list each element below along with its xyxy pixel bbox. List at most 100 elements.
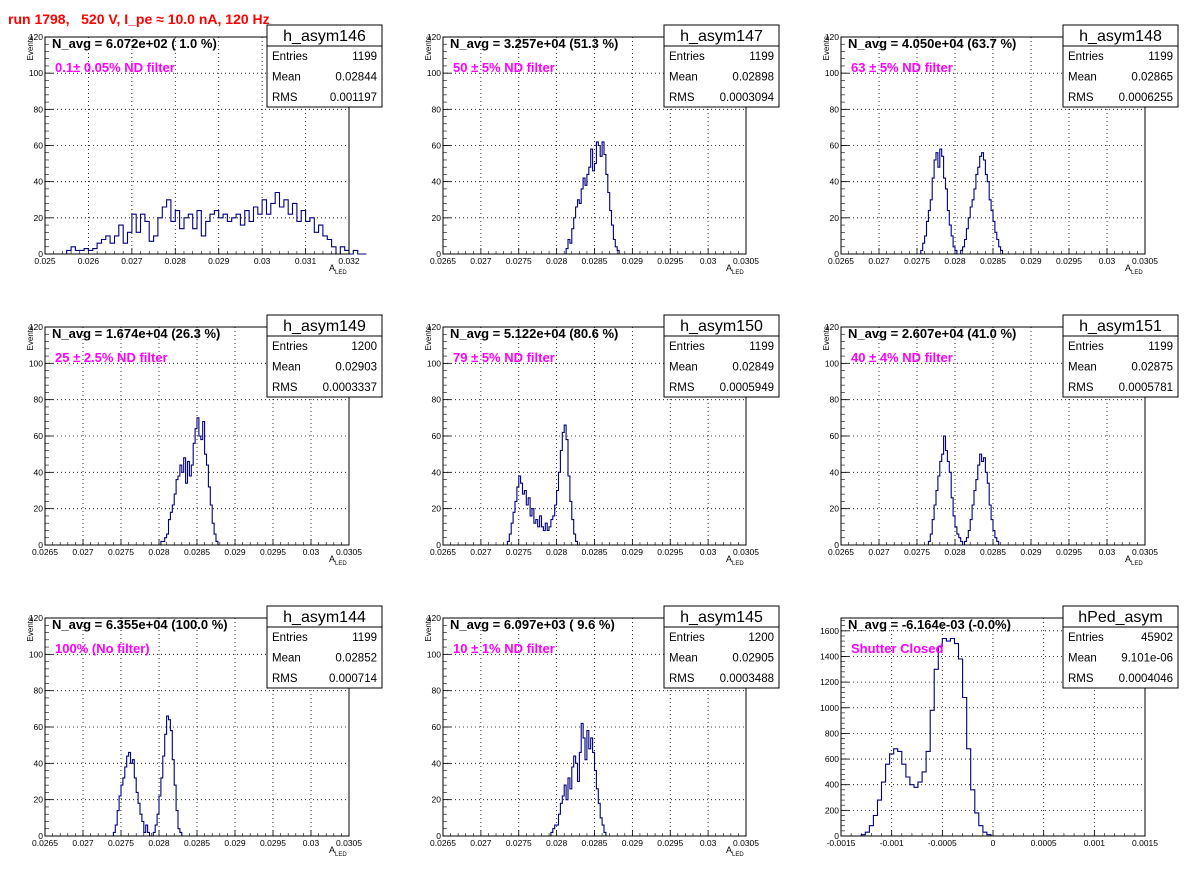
histogram-bars <box>506 424 580 546</box>
histogram-pad-h_asym144: 0.0265 0.027 0.0275 0.028 0.0285 0.029 0.0295 0… <box>26 605 383 858</box>
y-tick-label: 0 <box>38 540 43 550</box>
x-tick-label: 0.0285 <box>582 256 608 266</box>
y-tick-label: 40 <box>34 177 44 187</box>
x-tick-label: 0.0275 <box>108 838 134 848</box>
y-tick-label: 1600 <box>820 626 839 636</box>
stats-value-rms: 0.0003337 <box>323 382 377 394</box>
stats-label-mean: Mean <box>272 72 301 84</box>
x-tick-label: 0.0305 <box>733 256 759 266</box>
x-tick-label: 0.027 <box>868 547 890 557</box>
stats-value-rms: 0.000714 <box>329 673 378 685</box>
y-tick-label: 40 <box>830 177 840 187</box>
y-axis-title: Events <box>822 36 831 60</box>
stats-box <box>663 605 780 689</box>
x-tick-label: 0.027 <box>470 256 492 266</box>
x-tick-label: 0.0305 <box>733 838 759 848</box>
histogram-bars <box>564 141 621 255</box>
stats-box <box>266 314 383 398</box>
y-tick-label: 80 <box>432 395 442 405</box>
x-tick-label: 0.0295 <box>657 838 683 848</box>
stats-box <box>1062 605 1179 689</box>
stats-value-mean: 0.02898 <box>732 72 774 84</box>
stats-label-mean: Mean <box>669 362 698 374</box>
stats-label-mean: Mean <box>1068 653 1097 665</box>
y-tick-label: 100 <box>29 358 43 368</box>
stats-value-rms: 0.0004046 <box>1119 673 1173 685</box>
histogram-pad-h_asym147: 0.0265 0.027 0.0275 0.028 0.0285 0.029 0.0295 0… <box>424 24 780 276</box>
histogram-bars <box>549 722 608 837</box>
stats-label-rms: RMS <box>669 92 695 104</box>
y-tick-label: 60 <box>34 431 44 441</box>
y-tick-label: 120 <box>825 322 839 332</box>
filter-label: 50 ± 5% ND filter <box>453 60 555 75</box>
y-tick-label: 200 <box>825 805 839 815</box>
x-tick-label: 0.032 <box>338 256 360 266</box>
stats-label-rms: RMS <box>1068 673 1094 685</box>
stats-label-mean: Mean <box>1068 362 1097 374</box>
x-tick-label: 0.001 <box>1084 838 1106 848</box>
stats-value-entries: 1199 <box>1148 341 1173 353</box>
x-tick-label: 0.0295 <box>657 256 683 266</box>
y-tick-label: 60 <box>432 431 442 441</box>
stats-value-mean: 9.101e-06 <box>1121 653 1173 665</box>
run-title: run 1798, 520 V, I_pe ≈ 10.0 nA, 120 Hz <box>8 11 270 27</box>
stats-label-entries: Entries <box>272 51 308 63</box>
y-tick-label: 60 <box>830 431 840 441</box>
y-tick-label: 80 <box>432 686 442 696</box>
histogram-pad-h_asym149: 0.0265 0.027 0.0275 0.028 0.0285 0.029 0.0295 0… <box>26 314 383 567</box>
x-tick-label: 0.029 <box>622 838 644 848</box>
x-tick-label: 0.031 <box>295 256 317 266</box>
y-tick-label: 100 <box>427 68 441 78</box>
plot-frame <box>840 36 1146 255</box>
y-tick-label: 400 <box>825 780 839 790</box>
x-tick-label: 0.028 <box>165 256 187 266</box>
x-tick-label: 0.028 <box>546 838 568 848</box>
y-tick-label: 1400 <box>820 651 839 661</box>
stats-box <box>266 605 383 689</box>
y-axis-title: Events <box>26 36 35 60</box>
y-axis-title: Events <box>822 326 831 350</box>
stats-title: h_asym149 <box>283 318 366 335</box>
stats-title: hPed_asym <box>1078 609 1163 626</box>
x-tick-label: 0.0295 <box>260 838 286 848</box>
stats-label-rms: RMS <box>669 673 695 685</box>
x-tick-label: 0.0275 <box>904 256 930 266</box>
stats-title: h_asym145 <box>680 609 763 626</box>
x-tick-label: 0.03 <box>303 547 320 557</box>
x-tick-label: 0.0305 <box>336 547 362 557</box>
y-tick-label: 600 <box>825 754 839 764</box>
navg-label: N_avg = 6.072e+02 ( 1.0 %) <box>52 36 217 51</box>
y-tick-label: 20 <box>34 213 44 223</box>
x-tick-label: 0.03 <box>254 256 271 266</box>
stats-label-rms: RMS <box>272 382 298 394</box>
x-tick-label: 0.0305 <box>733 547 759 557</box>
stats-value-entries: 1199 <box>749 341 774 353</box>
x-tick-label: 0.0015 <box>1132 838 1158 848</box>
x-tick-label: 0.0275 <box>506 838 532 848</box>
x-tick-label: 0.03 <box>700 838 717 848</box>
stats-title: h_asym146 <box>283 28 366 45</box>
stats-label-entries: Entries <box>272 341 308 353</box>
x-tick-label: 0.0285 <box>184 838 210 848</box>
y-tick-label: 60 <box>830 141 840 151</box>
histogram-pad-h_asym148: 0.0265 0.027 0.0275 0.028 0.0285 0.029 0.0295 0… <box>822 24 1179 276</box>
y-axis-title: Events <box>26 617 35 641</box>
navg-label: N_avg = 6.355e+04 (100.0 %) <box>52 617 228 632</box>
navg-label: N_avg = 6.097e+03 ( 9.6 %) <box>450 617 615 632</box>
y-tick-label: 20 <box>432 504 442 514</box>
x-tick-label: 0.029 <box>622 256 644 266</box>
stats-label-rms: RMS <box>669 382 695 394</box>
y-tick-label: 0 <box>834 831 839 841</box>
stats-value-entries: 1200 <box>351 341 377 353</box>
stats-box <box>663 314 780 398</box>
stats-value-entries: 1199 <box>352 632 377 644</box>
navg-label: N_avg = 4.050e+04 (63.7 %) <box>848 36 1016 51</box>
histogram-pad-h_asym150: 0.0265 0.027 0.0275 0.028 0.0285 0.029 0.0295 0… <box>424 314 780 567</box>
navg-label: N_avg = 3.257e+04 (51.3 %) <box>450 36 618 51</box>
y-tick-label: 120 <box>427 322 441 332</box>
y-tick-label: 100 <box>427 358 441 368</box>
stats-title: h_asym147 <box>680 28 763 45</box>
y-axis-title: Events <box>424 326 433 350</box>
y-tick-label: 0 <box>834 540 839 550</box>
